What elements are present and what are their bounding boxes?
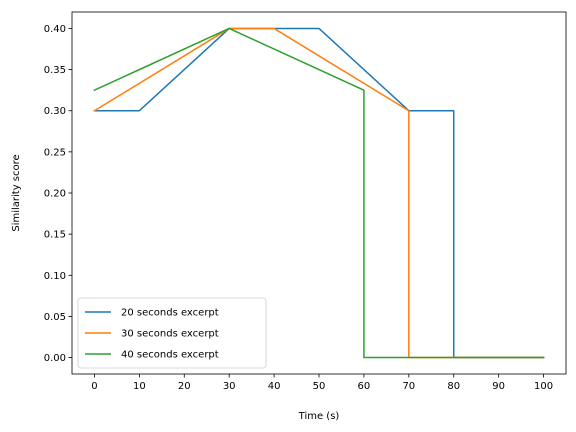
y-axis-label: Similarity score xyxy=(11,154,22,231)
x-tick-label: 10 xyxy=(133,381,146,392)
y-tick-label: 0.15 xyxy=(44,230,66,241)
plot-frame xyxy=(71,11,567,375)
x-tick-label: 80 xyxy=(447,381,460,392)
legend-box xyxy=(77,297,267,369)
x-tick-label: 70 xyxy=(402,381,415,392)
series-line-3 xyxy=(93,27,545,359)
y-tick-label: 0.30 xyxy=(44,106,66,117)
x-tick-label: 40 xyxy=(268,381,281,392)
y-tick-label: 0.20 xyxy=(44,189,66,200)
x-tick-label: 0 xyxy=(91,381,97,392)
legend-entry-2: 30 seconds excerpt xyxy=(121,329,219,340)
x-tick-label: 30 xyxy=(223,381,236,392)
legend-entry-1: 20 seconds excerpt xyxy=(121,308,219,319)
x-tick-label: 50 xyxy=(313,381,326,392)
x-axis-label: Time (s) xyxy=(298,411,340,422)
y-tick-label: 0.00 xyxy=(44,353,66,364)
x-tick-label: 100 xyxy=(534,381,553,392)
x-tick-label: 90 xyxy=(492,381,505,392)
x-tick-label: 60 xyxy=(358,381,371,392)
legend-entry-3: 40 seconds excerpt xyxy=(121,350,219,361)
y-tick-label: 0.35 xyxy=(44,65,66,76)
y-tick-label: 0.25 xyxy=(44,147,66,158)
y-tick-label: 0.05 xyxy=(44,312,66,323)
x-axis-ticks: 0 10 20 30 40 50 60 70 80 90 100 xyxy=(91,374,553,392)
legend: 20 seconds excerpt 30 seconds excerpt 40 s… xyxy=(77,297,267,369)
y-tick-label: 0.40 xyxy=(44,24,66,35)
series-group xyxy=(93,27,545,359)
x-tick-label: 20 xyxy=(178,381,191,392)
y-tick-label: 0.10 xyxy=(44,271,66,282)
y-axis-ticks: 0.00 0.05 0.10 0.15 0.20 0.25 0.30 0.35 0.40 xyxy=(44,24,72,364)
